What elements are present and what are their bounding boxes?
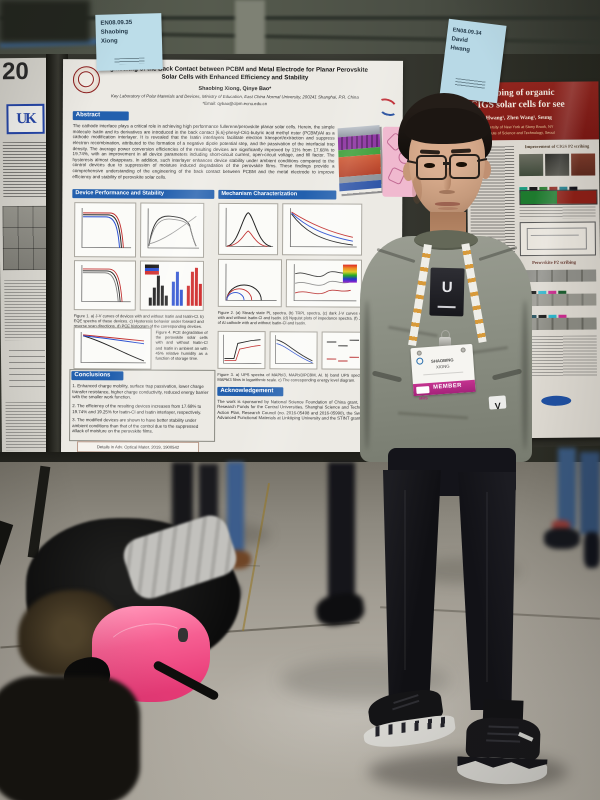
nose-shading	[443, 168, 451, 190]
jv-curves-figure	[74, 202, 137, 258]
eye	[424, 163, 435, 168]
ups-detail-figure	[217, 330, 266, 370]
band-spectra-figure	[269, 331, 318, 370]
arm-contour	[364, 300, 370, 450]
cheek-shading	[412, 176, 422, 204]
chest-patch: U	[429, 267, 465, 317]
badge-org-box: MRS	[416, 385, 430, 400]
impedance-nyquist-figure	[217, 258, 283, 308]
background-person-jeans	[580, 452, 600, 534]
left-sneaker	[358, 682, 458, 760]
background-person-jeans	[227, 462, 244, 558]
ceiling-dark-corner	[0, 0, 90, 42]
pants-crease-highlight	[404, 490, 406, 670]
chest-patch-letter: U	[441, 278, 453, 297]
background-person-leg	[328, 462, 355, 602]
ear	[403, 162, 414, 181]
glasses-right-lens	[449, 154, 480, 179]
trpl-figure	[282, 203, 363, 256]
dark-corner-mass	[0, 676, 140, 800]
lanyard-clip	[439, 337, 451, 348]
lower-lip-shadow	[438, 207, 458, 210]
glasses-left-lens	[416, 155, 447, 180]
hair-fringe	[405, 108, 489, 144]
main-poster: Engineering of the Back Contact between …	[60, 59, 417, 463]
hem-logo-patch: V	[488, 395, 507, 412]
arm-contour	[522, 300, 528, 450]
ceiling-duct	[235, 0, 265, 56]
energy-diagram-figure	[321, 331, 378, 370]
eye	[456, 162, 467, 167]
background-person-jeans	[558, 448, 576, 528]
nostril-shadow	[439, 190, 455, 194]
badge-fine-line	[423, 371, 464, 376]
hysteresis-figure	[73, 260, 137, 311]
badge-org-text: MRS	[419, 395, 428, 401]
badge-grommet	[416, 350, 422, 356]
ear	[480, 160, 491, 179]
pants-left-leg	[383, 470, 441, 700]
pl-spectra-figure	[218, 202, 279, 256]
pants-crease-highlight	[486, 492, 488, 682]
right-sneaker	[454, 698, 551, 789]
background-person-shoe-red	[552, 520, 570, 531]
badge-grommet	[460, 347, 466, 353]
hem-logo-letter: V	[494, 400, 502, 412]
conference-badge: SHAOBING XIONG MRS MEMBER	[410, 343, 476, 400]
backpack-charm	[178, 628, 188, 642]
background-person-shoe	[544, 528, 580, 549]
chest-patch-underline	[437, 305, 456, 308]
badge-membership-text: MEMBER	[433, 382, 463, 391]
background-person-shoe	[584, 532, 600, 568]
degradation-figure	[73, 327, 152, 370]
mouth	[435, 202, 460, 206]
ceiling-beam	[0, 16, 600, 20]
sneaker-sole	[456, 756, 548, 786]
glasses-bridge	[443, 162, 450, 165]
ups-spectra-figure	[285, 259, 363, 308]
eqe-spectra-figure	[140, 202, 205, 258]
